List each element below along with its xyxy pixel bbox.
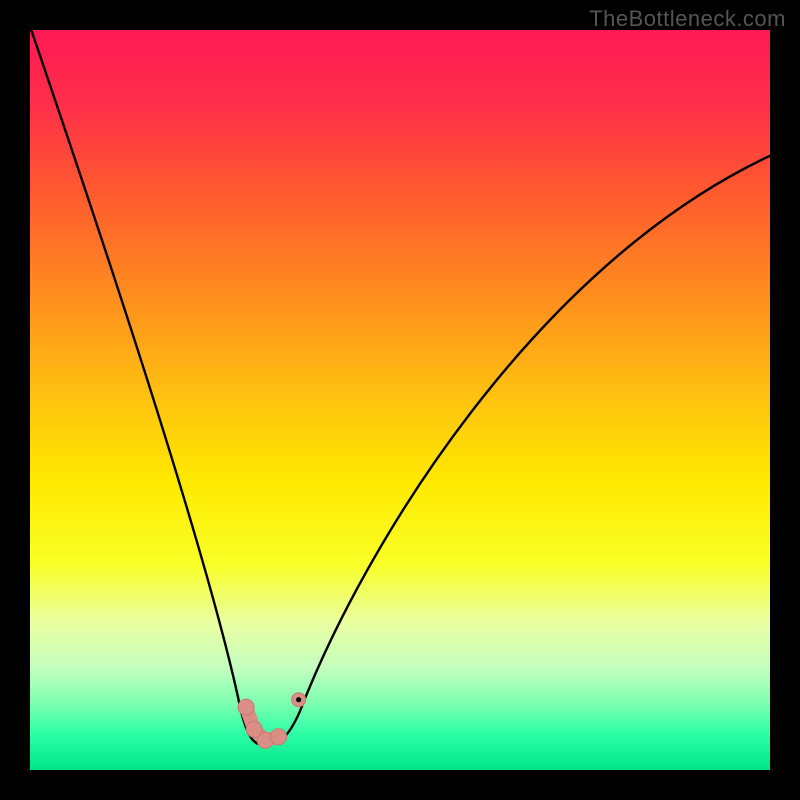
marker-center-dot [296,697,301,702]
gradient-background [30,30,770,770]
marker-dot [238,699,254,715]
plot-frame [30,30,770,770]
bottleneck-plot [30,30,770,770]
watermark-text: TheBottleneck.com [589,6,786,32]
page-root: TheBottleneck.com [0,0,800,800]
marker-dot [271,729,287,745]
